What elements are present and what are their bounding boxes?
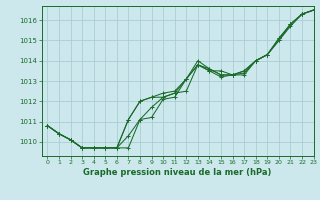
- X-axis label: Graphe pression niveau de la mer (hPa): Graphe pression niveau de la mer (hPa): [84, 168, 272, 177]
